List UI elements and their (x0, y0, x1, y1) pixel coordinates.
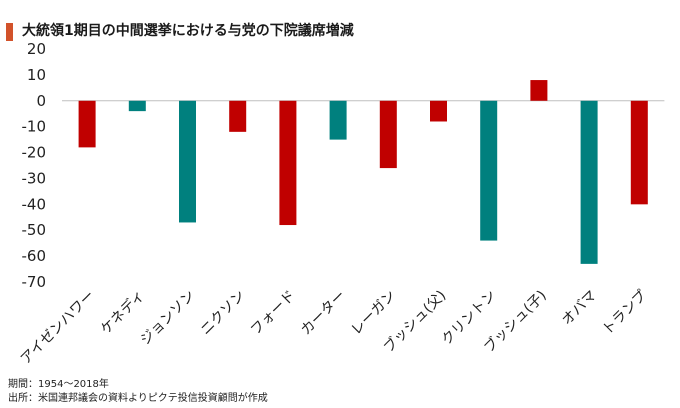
y-tick-label: -40 (22, 195, 47, 213)
bar (128, 100, 146, 112)
y-tick-label: 10 (27, 66, 46, 84)
bar (179, 100, 196, 223)
y-tick-label: 0 (36, 92, 46, 110)
x-category-label: カーター (298, 288, 349, 339)
y-tick-label: -60 (22, 247, 47, 265)
bars (78, 80, 648, 264)
bar (78, 100, 96, 148)
x-category-label: ジョンソン (138, 288, 199, 349)
bar (279, 100, 297, 226)
title-accent-bar (6, 23, 13, 41)
x-category-label: オバマ (559, 288, 600, 329)
bar (580, 100, 598, 264)
footer-period: 期間：1954～2018年 (8, 379, 109, 390)
bar (480, 100, 498, 241)
y-tick-label: -20 (22, 144, 47, 162)
footer-source: 出所：米国連邦議会の資料よりピクテ投信投資顧問が作成 (8, 393, 268, 404)
x-category-label: ケネディ (97, 287, 148, 338)
y-tick-label: -50 (22, 221, 47, 239)
bar (329, 100, 347, 140)
x-category-label: トランプ (600, 288, 651, 339)
x-category-label: アイゼンハワー (18, 288, 98, 368)
y-axis-ticks: 20 10 0 -10 -20 -30 -40 -50 -60 -70 (22, 40, 47, 291)
bar (229, 100, 247, 132)
bar (630, 100, 648, 205)
x-category-label: レーガン (348, 288, 399, 339)
bar (530, 80, 548, 101)
y-tick-label: -30 (22, 169, 47, 187)
y-tick-label: -70 (22, 273, 47, 291)
x-category-label: ニクソン (198, 288, 249, 339)
chart-title: 大統領1期目の中間選挙における与党の下院議席増減 (22, 23, 354, 39)
bar (379, 100, 397, 169)
y-tick-label: 20 (27, 40, 46, 58)
x-category-label: フォード (248, 288, 299, 339)
bar (430, 100, 447, 122)
y-tick-label: -10 (22, 118, 47, 136)
